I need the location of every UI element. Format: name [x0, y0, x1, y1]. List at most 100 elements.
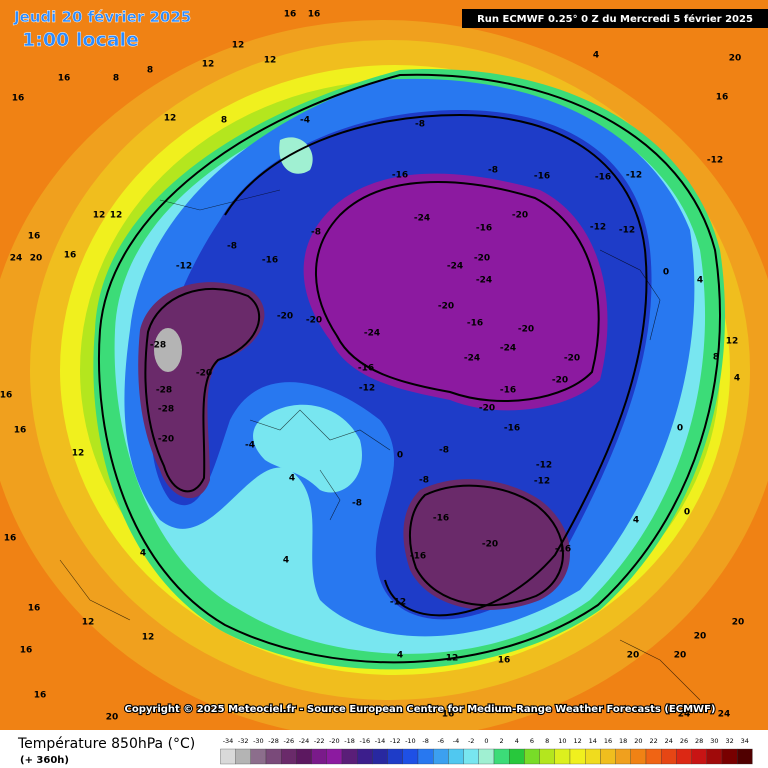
colorbar-cell — [433, 748, 449, 765]
contour-label: 12 — [264, 56, 277, 66]
contour-label: -28 — [150, 341, 166, 351]
temperature-zone — [253, 404, 362, 493]
contour-label: 0 — [397, 451, 403, 461]
contour-label: 0 — [663, 268, 669, 278]
contour-label: -24 — [476, 276, 492, 286]
contour-line — [144, 287, 260, 493]
contour-label: 4 — [697, 276, 703, 286]
contour-label: -20 — [474, 254, 490, 264]
contour-label: 16 — [498, 656, 511, 666]
contour-label: 24 — [718, 710, 731, 720]
contour-label: 20 — [627, 651, 640, 661]
contour-label: -20 — [564, 354, 580, 364]
map: 16 16 12 12 12 8 8 16 16 12 8 -4 -8 -16 -8 -16 -16 -12 -12… — [0, 0, 768, 730]
colorbar-cell — [524, 748, 540, 765]
contour-label: 16 — [64, 251, 77, 261]
colorbar-tick-label: -4 — [453, 737, 459, 745]
contour-label: 12 — [726, 337, 739, 347]
contour-label: -12 — [534, 477, 550, 487]
colorbar-cell — [281, 748, 297, 765]
colorbar-cell — [645, 748, 662, 765]
contour-label: 8 — [113, 74, 119, 84]
colorbar-tick-label: -8 — [422, 737, 428, 745]
contour-label: 8 — [147, 66, 153, 76]
contour-label: 12 — [202, 60, 215, 70]
contour-label: 0 — [684, 508, 690, 518]
contour-label: -20 — [482, 540, 498, 550]
colorbar-cell — [706, 748, 723, 765]
contour-label: 4 — [397, 651, 403, 661]
colorbar-cell — [691, 748, 707, 765]
colorbar-cell — [630, 748, 647, 765]
contour-label: 16 — [308, 10, 321, 20]
contour-label: 16 — [716, 93, 729, 103]
colorbar-tick-label: 18 — [619, 737, 627, 745]
colorbar-tick-label: 0 — [484, 737, 488, 745]
contour-label: -16 — [555, 545, 571, 555]
contour-label: -16 — [500, 386, 516, 396]
copyright: Copyright © 2025 Meteociel.fr - Source E… — [125, 704, 716, 715]
contour-label: -16 — [262, 256, 278, 266]
contour-label: 16 — [20, 646, 33, 656]
contour-label: -12 — [707, 156, 723, 166]
contour-line — [315, 181, 600, 402]
colorbar-cell — [250, 748, 267, 765]
contour-label: 16 — [28, 232, 41, 242]
colorbar-tick-label: 10 — [558, 737, 566, 745]
local-time: 1:00 locale — [22, 29, 139, 51]
colorbar-cell — [357, 748, 373, 765]
contour-label: -16 — [392, 171, 408, 181]
colorbar-tick-label: 28 — [695, 737, 703, 745]
colorbar-tick-label: -24 — [299, 737, 310, 745]
colorbar-cell — [463, 748, 479, 765]
contour-label: -4 — [245, 441, 255, 451]
colorbar-tick-label: 22 — [649, 737, 657, 745]
colorbar: -34 -32 -30 -28 -26 -24 -22 -20 -18 -16 -14 -12 -10-… — [220, 737, 753, 765]
colorbar-cell — [615, 748, 631, 765]
contour-label: 16 — [14, 426, 27, 436]
contour-label: -20 — [277, 312, 293, 322]
colorbar-cell — [341, 748, 358, 765]
contour-label: 0 — [677, 424, 683, 434]
colorbar-tick-label: -10 — [405, 737, 416, 745]
contour-label: 20 — [674, 651, 687, 661]
contour-label: 16 — [442, 710, 455, 720]
contour-label: 12 — [72, 449, 85, 459]
coastline — [59, 189, 701, 701]
temperature-zone — [279, 137, 313, 174]
contour-label: 24 — [10, 254, 23, 264]
colorbar-tick-label: 24 — [665, 737, 673, 745]
contour-label: -20 — [512, 211, 528, 221]
colorbar-cell — [402, 748, 419, 765]
colorbar-tick-label: -34 — [223, 737, 234, 745]
contour-label: 24 — [678, 710, 691, 720]
contour-label: 4 — [593, 51, 599, 61]
contour-label: 16 — [284, 10, 297, 20]
contour-label: -4 — [300, 116, 310, 126]
colorbar-tick-label: 30 — [710, 737, 718, 745]
contour-label: 16 — [0, 391, 12, 401]
contour-label: 20 — [694, 632, 707, 642]
colorbar-cell — [417, 748, 434, 765]
contour-label: 20 — [729, 54, 742, 64]
contour-label: -12 — [359, 384, 375, 394]
colorbar-tick-label: 34 — [741, 737, 749, 745]
contour-label: 4 — [283, 556, 289, 566]
colorbar-tick-label: -26 — [283, 737, 294, 745]
contour-line — [408, 484, 564, 607]
colorbar-cell — [478, 748, 495, 765]
contour-label: -12 — [536, 461, 552, 471]
colorbar-cell — [387, 748, 403, 765]
contour-label: 8 — [221, 116, 227, 126]
colorbar-cell — [509, 748, 525, 765]
contour-label: -12 — [390, 598, 406, 608]
contour-label: -8 — [227, 242, 237, 252]
temperature-zone — [303, 173, 608, 411]
date: Jeudi 20 février 2025 — [13, 8, 191, 26]
colorbar-cell — [326, 748, 343, 765]
colorbar-cell — [372, 748, 388, 765]
contour-line — [224, 113, 648, 617]
colorbar-tick-label: 26 — [680, 737, 688, 745]
colorbar-cell — [265, 748, 282, 765]
contour-label: 12 — [93, 211, 106, 221]
